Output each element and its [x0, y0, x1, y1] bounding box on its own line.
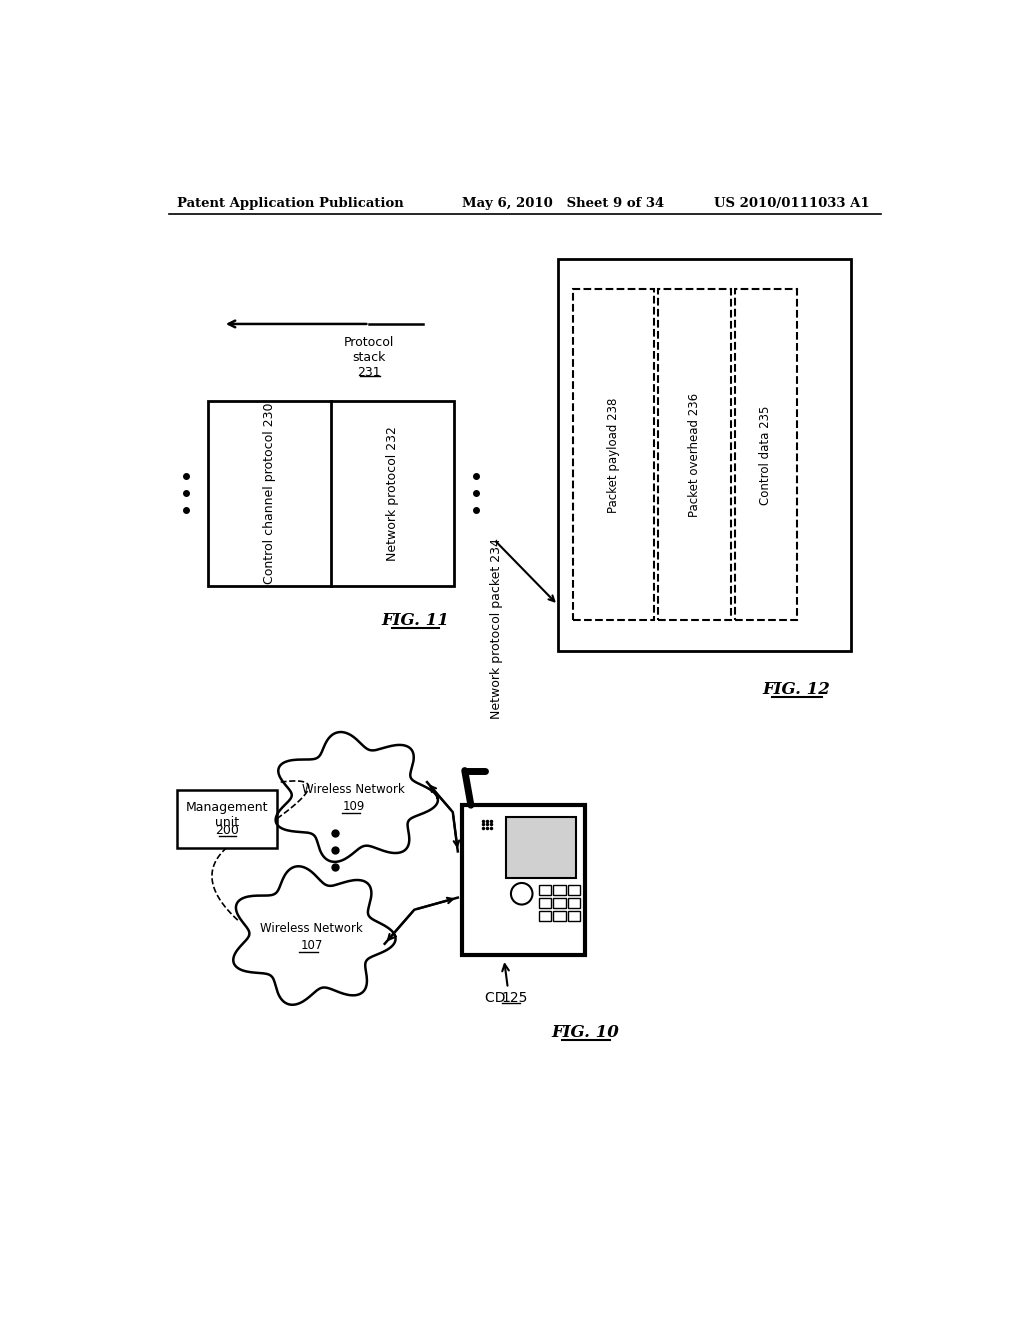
Text: Wireless Network: Wireless Network — [260, 921, 362, 935]
Text: Wireless Network: Wireless Network — [302, 783, 406, 796]
Bar — [568, 884, 581, 895]
Text: FIG. 12: FIG. 12 — [763, 681, 830, 698]
Bar — [506, 817, 575, 878]
Text: Protocol: Protocol — [344, 335, 394, 348]
Bar — [573, 289, 654, 620]
Text: Control channel protocol 230: Control channel protocol 230 — [263, 403, 275, 585]
Text: FIG. 11: FIG. 11 — [382, 612, 450, 628]
Text: Patent Application Publication: Patent Application Publication — [177, 197, 403, 210]
Bar — [553, 884, 565, 895]
Text: Packet overhead 236: Packet overhead 236 — [688, 393, 701, 517]
Bar — [568, 898, 581, 908]
Bar — [177, 789, 276, 847]
Polygon shape — [275, 733, 438, 862]
Text: 200: 200 — [215, 824, 239, 837]
Text: US 2010/0111033 A1: US 2010/0111033 A1 — [714, 197, 869, 210]
Bar — [558, 259, 851, 651]
Circle shape — [511, 883, 532, 904]
Text: Network protocol 232: Network protocol 232 — [386, 426, 399, 561]
Bar — [539, 898, 551, 908]
Polygon shape — [233, 866, 395, 1005]
Bar — [658, 289, 731, 620]
Bar — [735, 289, 797, 620]
Text: 109: 109 — [343, 800, 365, 813]
Text: FIG. 10: FIG. 10 — [551, 1024, 618, 1041]
Text: 231: 231 — [357, 367, 381, 379]
Text: Management
unit: Management unit — [185, 801, 268, 829]
FancyBboxPatch shape — [462, 805, 585, 956]
Bar — [539, 911, 551, 921]
Text: May 6, 2010   Sheet 9 of 34: May 6, 2010 Sheet 9 of 34 — [462, 197, 664, 210]
Text: 125: 125 — [502, 991, 528, 1005]
Bar — [568, 911, 581, 921]
Bar — [208, 401, 454, 586]
Text: Packet payload 238: Packet payload 238 — [607, 397, 621, 512]
Text: CD: CD — [484, 991, 510, 1005]
Text: 107: 107 — [300, 939, 323, 952]
Bar — [539, 884, 551, 895]
Bar — [553, 911, 565, 921]
Text: stack: stack — [352, 351, 386, 364]
Text: Network protocol packet 234: Network protocol packet 234 — [490, 537, 503, 718]
Text: Control data 235: Control data 235 — [760, 405, 772, 504]
Bar — [553, 898, 565, 908]
